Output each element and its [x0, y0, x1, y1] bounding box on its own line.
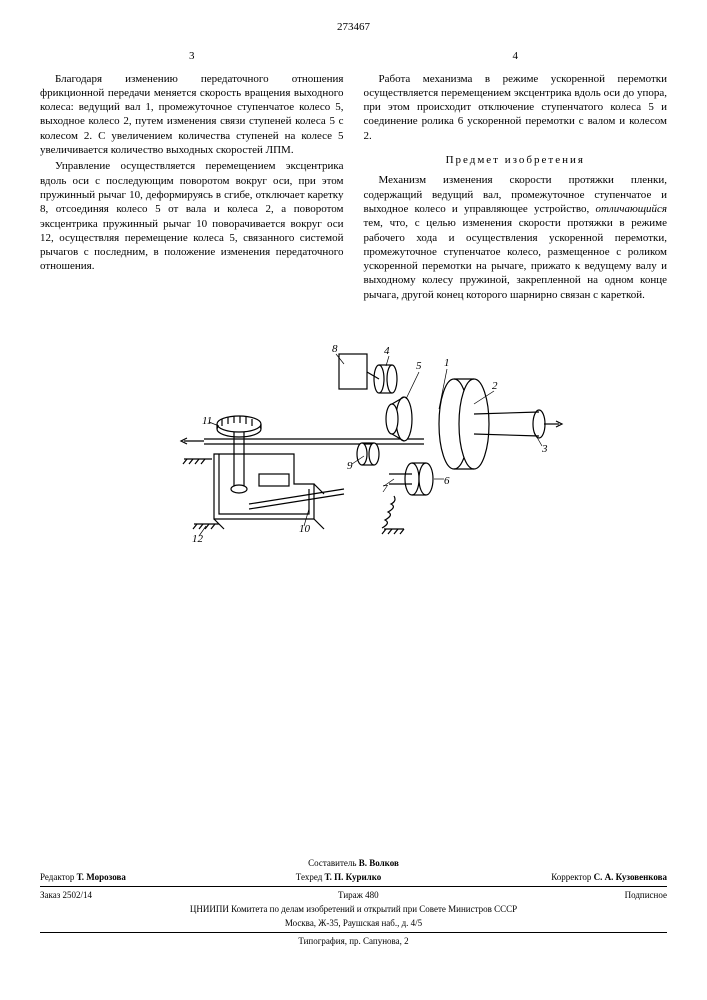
- footer-credits: Редактор Т. Морозова Техред Т. П. Курилк…: [40, 872, 667, 884]
- fig-label-7: 7: [382, 483, 388, 495]
- fig-label-2: 2: [492, 380, 498, 392]
- footer-org: ЦНИИПИ Комитета по делам изобретений и о…: [40, 904, 667, 916]
- footer-compiler: Составитель В. Волков: [40, 858, 667, 870]
- claim-emphasis: отличающийся: [595, 203, 667, 215]
- footer-order: Заказ 2502/14 Тираж 480 Подписное: [40, 890, 667, 902]
- claim-part2: тем, что, с целью изменения скорости про…: [364, 217, 668, 300]
- figure: 8 4 5 1 2 3 6 7 9 10 11 12: [40, 324, 667, 604]
- footer: Составитель В. Волков Редактор Т. Морозо…: [40, 856, 667, 950]
- footer-typography: Типография, пр. Сапунова, 2: [40, 936, 667, 948]
- fig-label-3: 3: [541, 443, 548, 455]
- fig-label-4: 4: [384, 345, 390, 357]
- fig-label-1: 1: [444, 357, 450, 369]
- col-num-left: 3: [40, 49, 344, 63]
- fig-label-5: 5: [416, 360, 422, 372]
- fig-label-6: 6: [444, 475, 450, 487]
- fig-label-9: 9: [347, 460, 353, 472]
- col-num-right: 4: [364, 49, 668, 63]
- fig-label-8: 8: [332, 343, 338, 355]
- fig-label-10: 10: [299, 523, 311, 535]
- fig-label-12: 12: [192, 533, 204, 545]
- right-p2: Механизм изменения скорости протяжки пле…: [364, 173, 668, 302]
- fig-label-11: 11: [202, 415, 212, 427]
- text-columns: 3 Благодаря изменению передаточного отно…: [40, 49, 667, 304]
- right-column: 4 Работа механизма в режиме ускоренной п…: [364, 49, 668, 304]
- left-p1: Благодаря изменению передаточного отноше…: [40, 72, 344, 158]
- right-p1: Работа механизма в режиме ускоренной пер…: [364, 72, 668, 143]
- mechanism-diagram: 8 4 5 1 2 3 6 7 9 10 11 12: [144, 324, 564, 604]
- footer-address: Москва, Ж-35, Раушская наб., д. 4/5: [40, 918, 667, 930]
- patent-number: 273467: [40, 20, 667, 34]
- subject-heading: Предмет изобретения: [364, 153, 668, 167]
- left-column: 3 Благодаря изменению передаточного отно…: [40, 49, 344, 304]
- left-p2: Управление осуществляется перемещением э…: [40, 159, 344, 273]
